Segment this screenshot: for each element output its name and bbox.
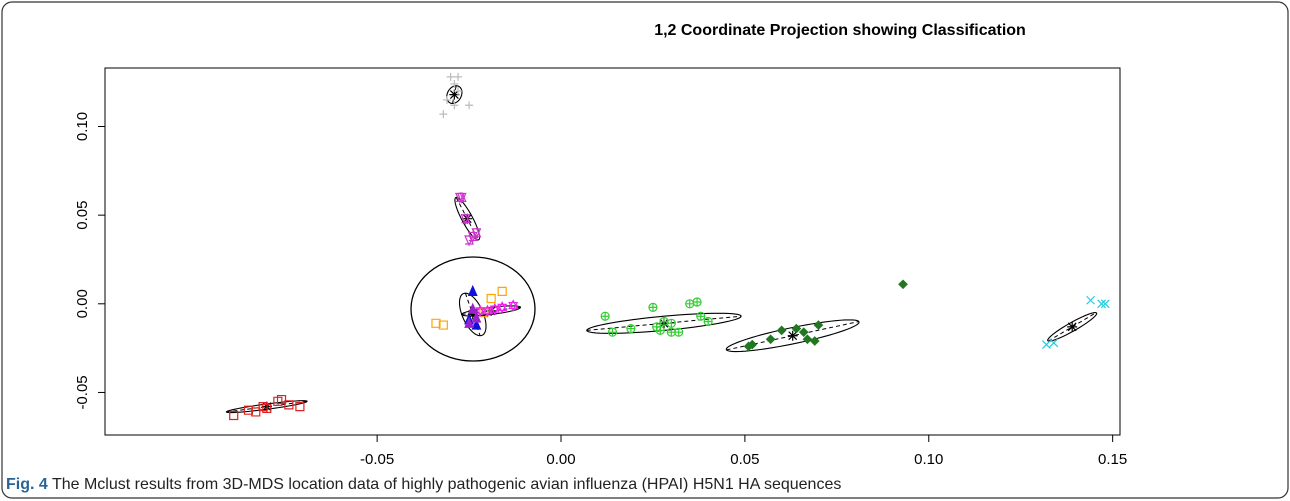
caption-label: Fig. 4 bbox=[6, 476, 48, 493]
point bbox=[295, 402, 305, 412]
point bbox=[475, 304, 486, 318]
point bbox=[273, 396, 283, 406]
point bbox=[809, 336, 820, 346]
point bbox=[446, 72, 455, 81]
point bbox=[747, 339, 758, 350]
point bbox=[655, 325, 665, 335]
point bbox=[243, 405, 254, 415]
point bbox=[482, 304, 493, 318]
point bbox=[464, 316, 474, 328]
component-center bbox=[1067, 321, 1078, 332]
major-axis bbox=[1048, 312, 1097, 342]
point bbox=[438, 320, 448, 330]
point bbox=[258, 402, 268, 412]
point bbox=[251, 407, 261, 417]
component-center bbox=[449, 89, 460, 100]
point bbox=[497, 286, 507, 296]
point bbox=[443, 95, 452, 104]
point bbox=[1049, 338, 1059, 348]
y-tick-label: 0.10 bbox=[74, 112, 91, 141]
plot-box bbox=[104, 67, 1121, 436]
point bbox=[431, 318, 441, 328]
y-tick-label: 0.05 bbox=[74, 201, 91, 230]
point bbox=[229, 410, 239, 421]
point bbox=[1086, 295, 1096, 305]
point bbox=[802, 334, 813, 345]
point bbox=[791, 323, 802, 334]
point bbox=[486, 293, 496, 304]
x-tick-label: 0.00 bbox=[546, 451, 575, 468]
y-tick-label: -0.05 bbox=[74, 375, 91, 409]
x-tick-label: 0.10 bbox=[914, 451, 943, 468]
point bbox=[467, 284, 478, 296]
point bbox=[489, 302, 500, 316]
point bbox=[464, 234, 474, 247]
caption: Fig. 4 The Mclust results from 3D-MDS lo… bbox=[6, 476, 841, 494]
point bbox=[666, 318, 676, 328]
component-ellipse bbox=[586, 312, 742, 334]
x-tick-label: 0.15 bbox=[1098, 451, 1127, 468]
x-tick-label: 0.05 bbox=[730, 451, 759, 468]
highlight-circle bbox=[410, 256, 536, 362]
point bbox=[284, 400, 294, 410]
caption-text: The Mclust results from 3D-MDS location … bbox=[51, 476, 842, 493]
point bbox=[765, 334, 776, 345]
component-center bbox=[467, 309, 478, 320]
point bbox=[471, 311, 482, 323]
point bbox=[460, 213, 471, 226]
point bbox=[262, 403, 272, 414]
point bbox=[450, 101, 459, 110]
point bbox=[465, 101, 474, 110]
point bbox=[674, 327, 684, 337]
component-ellipse bbox=[446, 85, 463, 105]
point bbox=[454, 87, 463, 96]
point bbox=[454, 72, 463, 81]
point bbox=[497, 301, 508, 314]
point bbox=[648, 302, 658, 312]
y-tick-label: 0.00 bbox=[74, 289, 91, 318]
point bbox=[1097, 299, 1107, 309]
point bbox=[1100, 299, 1110, 309]
point bbox=[276, 394, 287, 405]
point bbox=[471, 318, 482, 330]
point bbox=[898, 279, 908, 290]
point bbox=[600, 311, 610, 321]
point bbox=[696, 311, 706, 321]
point bbox=[692, 297, 702, 307]
point bbox=[776, 325, 787, 336]
point bbox=[456, 192, 467, 204]
point bbox=[607, 327, 618, 337]
point bbox=[439, 110, 448, 119]
point bbox=[467, 302, 478, 314]
point bbox=[450, 79, 459, 88]
x-tick-label: -0.05 bbox=[360, 451, 394, 468]
point bbox=[685, 299, 695, 309]
component-center bbox=[787, 330, 798, 341]
point bbox=[659, 316, 669, 327]
point bbox=[798, 327, 809, 338]
chart-title: 1,2 Coordinate Projection showing Classi… bbox=[654, 22, 1026, 39]
point bbox=[626, 324, 636, 334]
point bbox=[1042, 340, 1051, 350]
point bbox=[813, 320, 824, 330]
point bbox=[666, 327, 676, 337]
point bbox=[703, 316, 713, 327]
point bbox=[508, 299, 519, 312]
